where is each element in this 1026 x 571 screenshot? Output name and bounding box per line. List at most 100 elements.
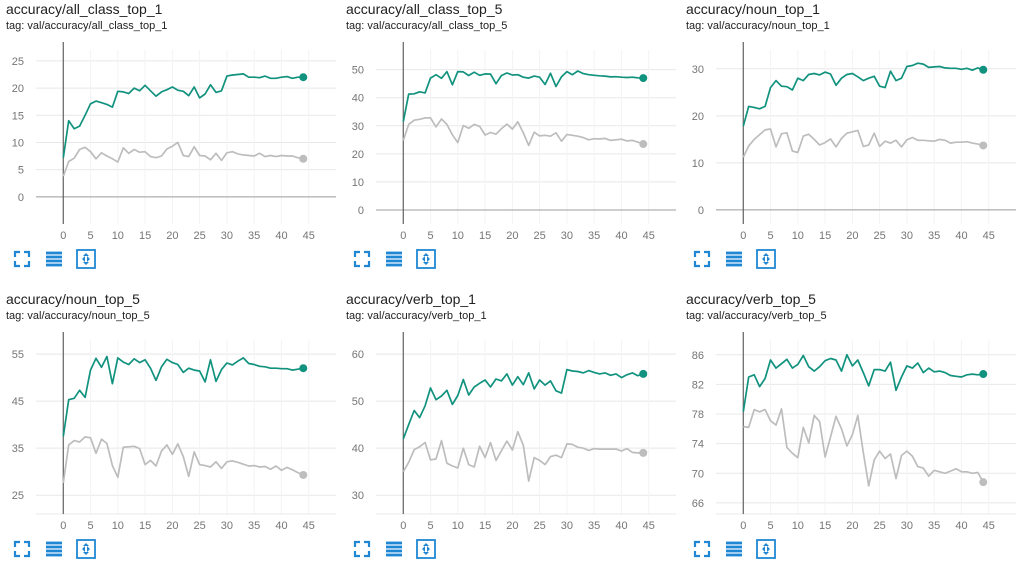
chart-plot[interactable]: 66 70 74 78 82 86 0 5 10 15 20 25 30 35 40 45	[680, 332, 1020, 532]
x-tick-label: 30	[221, 230, 233, 242]
y-tick-label: 30	[352, 121, 364, 133]
x-tick-label: 0	[400, 520, 406, 532]
expand-button[interactable]	[692, 249, 712, 269]
x-tick-label: 25	[874, 230, 886, 242]
series-end-point-train	[639, 369, 648, 378]
y-tick-label: 66	[692, 498, 704, 510]
x-tick-label: 15	[139, 520, 151, 532]
x-tick-label: 20	[846, 230, 858, 242]
x-tick-label: 45	[643, 520, 655, 532]
x-tick-label: 30	[901, 230, 913, 242]
chart-card: accuracy/verb_top_1 tag: val/accuracy/ver…	[340, 290, 680, 571]
series-line-train	[742, 62, 984, 127]
expand	[13, 250, 31, 268]
y-tick-label: 15	[12, 110, 24, 122]
x-tick-label: 10	[112, 520, 124, 532]
x-tick-label: 45	[643, 230, 655, 242]
toggle-log-button[interactable]	[44, 539, 64, 559]
toggle-log-button[interactable]	[44, 249, 64, 269]
x-tick-label: 5	[767, 520, 773, 532]
x-tick-label: 0	[740, 520, 746, 532]
expand-button[interactable]	[12, 249, 32, 269]
y-tick-label: 25	[12, 56, 24, 68]
x-tick-label: 45	[983, 230, 995, 242]
series-line-train	[742, 353, 984, 412]
series-end-point-train	[979, 65, 988, 74]
x-tick-label: 10	[452, 520, 464, 532]
x-tick-label: 20	[506, 230, 518, 242]
chart-plot[interactable]: 30 40 50 60 0 5 10 15 20 25 30 35 40 45	[340, 332, 680, 532]
chart-title: accuracy/verb_top_1	[346, 291, 476, 307]
x-tick-label: 0	[740, 230, 746, 242]
x-tick-label: 35	[588, 230, 600, 242]
series-line-train	[62, 355, 304, 437]
chart-tag: tag: val/accuracy/verb_top_1	[346, 310, 487, 322]
x-tick-label: 30	[561, 230, 573, 242]
fit-domain-button[interactable]	[416, 539, 436, 559]
series-end-point-train	[299, 364, 308, 373]
y-tick-label: 45	[12, 396, 24, 408]
chart-plot[interactable]: 0 10 20 30 40 50 0 5 10 15 20 25 30 35 40 45	[340, 42, 680, 242]
fit-domain-button[interactable]	[416, 249, 436, 269]
x-tick-label: 25	[534, 230, 546, 242]
fit-domain-button[interactable]	[76, 249, 96, 269]
toggle-log-button[interactable]	[384, 249, 404, 269]
chart-tag: tag: val/accuracy/noun_top_1	[686, 20, 830, 32]
y-tick-label: 50	[352, 396, 364, 408]
y-tick-label: 20	[692, 111, 704, 123]
x-tick-label: 45	[303, 520, 315, 532]
chart-plot[interactable]: 25 35 45 55 0 5 10 15 20 25 30 35 40 45	[0, 332, 340, 532]
chart-card: accuracy/noun_top_1 tag: val/accuracy/nou…	[680, 0, 1020, 281]
series-line-val	[62, 141, 304, 177]
series-line-train	[402, 70, 644, 122]
y-tick-label: 30	[692, 64, 704, 76]
y-tick-label: 0	[18, 192, 24, 204]
y-tick-label: 40	[352, 93, 364, 105]
series-end-point-train	[979, 370, 988, 379]
series-line-val	[62, 436, 304, 484]
chart-tag: tag: val/accuracy/all_class_top_1	[6, 20, 168, 32]
x-tick-label: 25	[194, 520, 206, 532]
x-tick-label: 15	[139, 230, 151, 242]
x-tick-label: 25	[534, 520, 546, 532]
toggle-log	[46, 541, 62, 557]
expand	[353, 250, 371, 268]
series-end-point-train	[639, 74, 648, 83]
expand-button[interactable]	[352, 539, 372, 559]
chart-plot[interactable]: 0 5 10 15 20 25 0 5 10 15 20 25 30 35 40 45	[0, 42, 340, 242]
expand-button[interactable]	[352, 249, 372, 269]
series-line-train	[62, 73, 304, 158]
series-line-val	[743, 408, 985, 487]
x-tick-label: 20	[846, 520, 858, 532]
y-tick-label: 74	[692, 439, 704, 451]
series-line-val	[402, 430, 644, 482]
x-tick-label: 40	[615, 520, 627, 532]
x-tick-label: 10	[792, 230, 804, 242]
series-end-point-val	[299, 470, 308, 479]
series-end-point-val	[979, 478, 988, 487]
expand-button[interactable]	[692, 539, 712, 559]
x-tick-label: 15	[479, 230, 491, 242]
expand	[353, 540, 371, 558]
x-tick-label: 35	[928, 230, 940, 242]
fit-domain-button[interactable]	[756, 539, 776, 559]
x-tick-label: 10	[112, 230, 124, 242]
y-tick-label: 40	[352, 443, 364, 455]
fit-domain	[416, 249, 436, 269]
chart-title: accuracy/verb_top_5	[686, 291, 816, 307]
expand	[693, 540, 711, 558]
fit-domain	[756, 249, 776, 269]
y-tick-label: 30	[352, 490, 364, 502]
x-tick-label: 40	[955, 520, 967, 532]
chart-plot[interactable]: 0 10 20 30 0 5 10 15 20 25 30 35 40 45	[680, 42, 1020, 242]
expand-button[interactable]	[12, 539, 32, 559]
toggle-log-button[interactable]	[724, 249, 744, 269]
chart-title: accuracy/noun_top_1	[686, 1, 820, 17]
fit-domain-button[interactable]	[76, 539, 96, 559]
toggle-log-button[interactable]	[724, 539, 744, 559]
toggle-log-button[interactable]	[384, 539, 404, 559]
y-tick-label: 55	[12, 349, 24, 361]
fit-domain-button[interactable]	[756, 249, 776, 269]
y-tick-label: 86	[692, 350, 704, 362]
x-tick-label: 20	[166, 520, 178, 532]
